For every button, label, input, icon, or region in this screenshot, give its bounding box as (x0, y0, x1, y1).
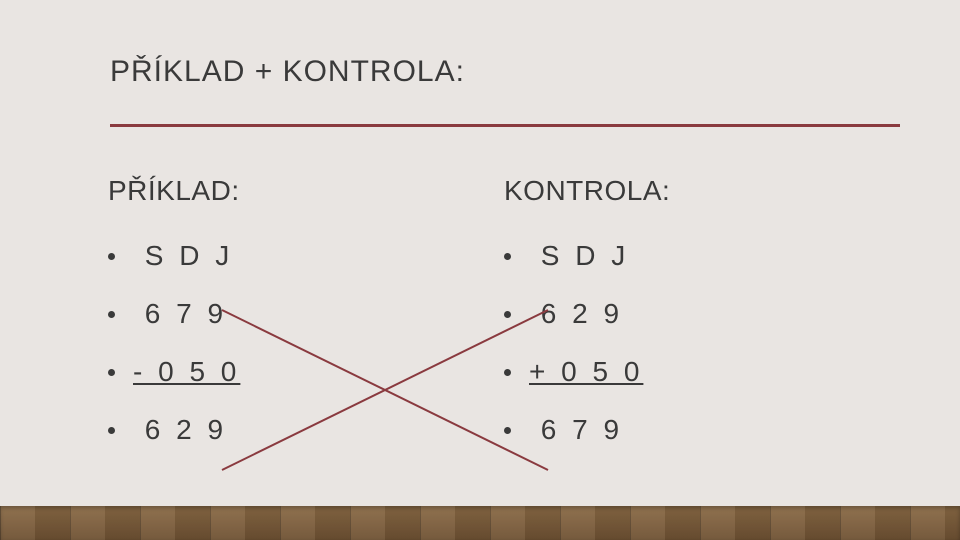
row-text: 6 7 9 (529, 414, 623, 446)
list-item: 6 7 9 (108, 285, 504, 343)
list-item: S D J (108, 227, 504, 285)
list-item: 6 2 9 (108, 401, 504, 459)
list-item: 6 2 9 (504, 285, 900, 343)
left-heading: PŘÍKLAD: (108, 175, 504, 207)
right-heading: KONTROLA: (504, 175, 900, 207)
row-text: + 0 5 0 (529, 356, 643, 388)
bullet-icon (504, 369, 511, 376)
row-text: 6 2 9 (133, 414, 227, 446)
right-column: KONTROLA: S D J 6 2 9 + 0 5 0 6 7 9 (504, 175, 900, 459)
slide-title: PŘÍKLAD + KONTROLA: (110, 55, 900, 89)
left-column: PŘÍKLAD: S D J 6 7 9 - 0 5 0 6 2 9 (108, 175, 504, 459)
list-item: + 0 5 0 (504, 343, 900, 401)
bullet-icon (108, 427, 115, 434)
columns: PŘÍKLAD: S D J 6 7 9 - 0 5 0 6 2 9 KONTR… (108, 175, 900, 459)
slide: PŘÍKLAD + KONTROLA: PŘÍKLAD: S D J 6 7 9… (0, 0, 960, 540)
floor-decoration (0, 506, 960, 540)
row-text: 6 2 9 (529, 298, 623, 330)
bullet-icon (108, 311, 115, 318)
title-divider (110, 124, 900, 127)
bullet-icon (108, 253, 115, 260)
bullet-icon (108, 369, 115, 376)
row-text: S D J (133, 240, 233, 272)
row-text: 6 7 9 (133, 298, 227, 330)
row-text: - 0 5 0 (133, 356, 240, 388)
list-item: 6 7 9 (504, 401, 900, 459)
bullet-icon (504, 427, 511, 434)
list-item: S D J (504, 227, 900, 285)
row-text: S D J (529, 240, 629, 272)
bullet-icon (504, 253, 511, 260)
bullet-icon (504, 311, 511, 318)
title-area: PŘÍKLAD + KONTROLA: (110, 55, 900, 127)
list-item: - 0 5 0 (108, 343, 504, 401)
